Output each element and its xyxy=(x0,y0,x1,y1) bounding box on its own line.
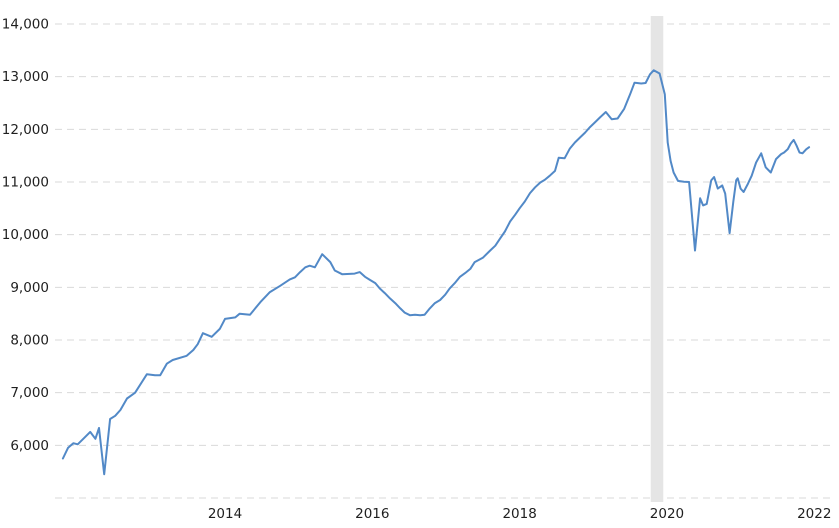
x-axis-tick-label: 2018 xyxy=(502,506,536,522)
y-axis-tick-label: 13,000 xyxy=(2,69,49,85)
y-axis-tick-label: 8,000 xyxy=(10,333,49,349)
y-axis-tick-label: 6,000 xyxy=(10,438,49,454)
series-line xyxy=(61,69,811,476)
y-axis-tick-label: 10,000 xyxy=(2,227,49,243)
x-axis-tick-label: 2022 xyxy=(797,506,831,522)
y-axis-tick-label: 14,000 xyxy=(2,17,49,33)
y-axis-labels: 14,000 13,000 12,000 11,000 10,000 9,000 8,000… xyxy=(2,17,49,454)
x-axis-tick-label: 2020 xyxy=(650,506,684,522)
y-axis-tick-label: 7,000 xyxy=(10,385,49,401)
plot-area[interactable] xyxy=(55,16,831,502)
recession-band-layer xyxy=(650,16,664,502)
x-axis-tick-label: 2014 xyxy=(208,506,242,522)
y-axis-tick-label: 11,000 xyxy=(2,175,49,191)
x-axis-tick-label: 2016 xyxy=(355,506,389,522)
y-axis-tick-label: 9,000 xyxy=(10,280,49,296)
gridlines-layer xyxy=(55,23,831,499)
y-axis-tick-label: 12,000 xyxy=(2,122,49,138)
series-layer xyxy=(61,69,811,476)
x-axis-labels: 2014 2016 2018 2020 2022 xyxy=(208,506,832,522)
recession-band xyxy=(650,16,664,502)
